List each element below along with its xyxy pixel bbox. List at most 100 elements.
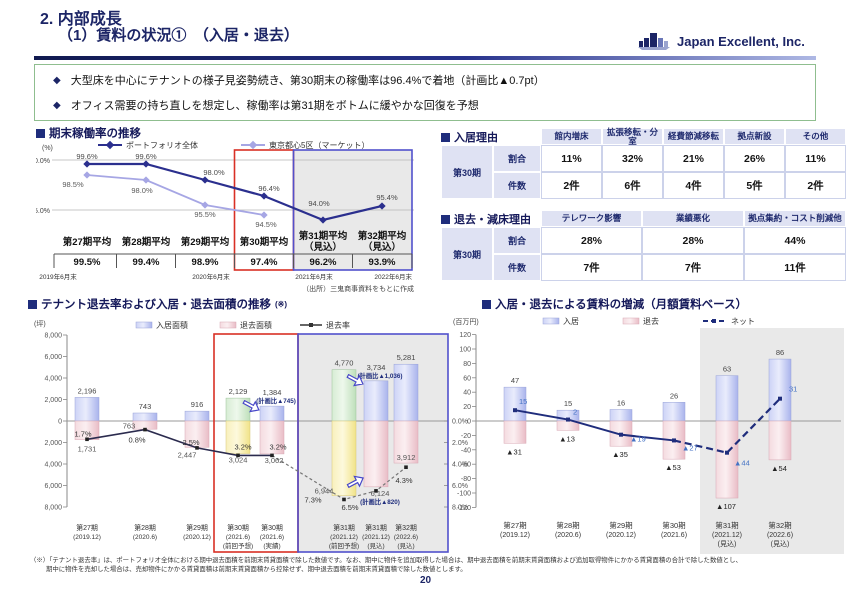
svg-text:(2019.12): (2019.12) <box>73 534 101 541</box>
svg-text:98.0%: 98.0% <box>131 186 153 195</box>
page-title-line2: （1）賃料の状況① （入居・退去） <box>58 27 299 44</box>
svg-text:(見込): (見込) <box>771 539 790 548</box>
svg-text:4,000: 4,000 <box>44 376 62 383</box>
table-value: 32% <box>602 145 663 172</box>
company-logo: Japan Excellent, Inc. <box>636 30 805 52</box>
svg-text:(見込): (見込) <box>367 541 384 550</box>
table-value: 2件 <box>785 172 846 199</box>
svg-text:第30期: 第30期 <box>261 523 283 532</box>
svg-text:60: 60 <box>463 375 471 382</box>
svg-text:743: 743 <box>139 402 152 411</box>
svg-text:6,000: 6,000 <box>44 483 62 490</box>
svg-text:1,731: 1,731 <box>78 445 97 454</box>
occupancy-rate-chart: 100.0% 95.0% (%) ポートフォリオ全体 東京都心5区（マーケット） 99.6… <box>26 138 448 298</box>
svg-text:98.0%: 98.0% <box>203 168 225 177</box>
svg-text:(計画比▲820): (計画比▲820) <box>360 497 400 506</box>
svg-text:4,000: 4,000 <box>44 462 62 469</box>
summary-box: ◆ 大型床を中心にテナントの様子見姿勢続き、第30期末の稼働率は96.4%で着地… <box>34 64 816 121</box>
table-value: 44% <box>744 227 846 254</box>
table-value: 28% <box>642 227 744 254</box>
svg-text:15: 15 <box>519 397 527 406</box>
svg-text:2,447: 2,447 <box>178 450 197 459</box>
svg-text:47: 47 <box>511 376 519 385</box>
svg-text:100: 100 <box>459 347 471 354</box>
svg-text:0.8%: 0.8% <box>128 436 145 445</box>
svg-text:3,062: 3,062 <box>265 456 284 465</box>
svg-text:1.7%: 1.7% <box>74 429 91 438</box>
column-header: テレワーク影響 <box>541 210 642 227</box>
svg-text:3,024: 3,024 <box>229 456 248 465</box>
section-title-rent-change-text: 入居・退去による賃料の増減（月額賃料ベース） <box>495 299 748 311</box>
svg-text:-20: -20 <box>461 433 471 440</box>
table-value: 4件 <box>663 172 724 199</box>
tenant-area-chart: 8,000 6,000 4,000 2,000 0 2,000 4,000 6,000 8,00… <box>28 310 476 556</box>
table-value: 28% <box>541 227 642 254</box>
svg-text:第29期: 第29期 <box>609 520 632 530</box>
svg-text:(2020.6): (2020.6) <box>555 532 581 539</box>
svg-text:93.9%: 93.9% <box>369 257 396 268</box>
svg-text:4.3%: 4.3% <box>395 476 412 485</box>
svg-text:20: 20 <box>463 404 471 411</box>
svg-text:(2021.6): (2021.6) <box>661 532 687 539</box>
svg-text:（見込）: （見込） <box>363 241 401 253</box>
svg-text:0: 0 <box>467 419 471 426</box>
svg-text:(2020.12): (2020.12) <box>606 532 636 539</box>
table-value: 26% <box>724 145 785 172</box>
svg-text:2.5%: 2.5% <box>182 438 199 447</box>
svg-text:6.0%: 6.0% <box>452 483 468 490</box>
rent-change-chart: 120 100 80 60 40 20 0 -20 -40 -60 -80 -100 -120 (百万円)… <box>445 310 849 556</box>
svg-text:2,196: 2,196 <box>78 386 97 395</box>
svg-text:(見込): (見込) <box>718 539 737 548</box>
svg-text:5,281: 5,281 <box>397 353 416 362</box>
table-value: 11% <box>785 145 846 172</box>
svg-text:ネット: ネット <box>731 317 755 326</box>
svg-text:第32期: 第32期 <box>768 520 791 530</box>
column-header: 拠点新設 <box>724 128 785 145</box>
svg-text:第29期: 第29期 <box>186 523 208 532</box>
svg-text:6.5%: 6.5% <box>341 503 358 512</box>
svg-text:(実績): (実績) <box>263 541 280 550</box>
svg-text:▲53: ▲53 <box>665 463 681 472</box>
svg-text:(2021.6): (2021.6) <box>260 534 284 541</box>
svg-text:▲19: ▲19 <box>630 435 646 444</box>
svg-text:(2021.12): (2021.12) <box>362 534 390 541</box>
building-logo-icon <box>638 33 670 50</box>
section-square-icon <box>482 299 491 309</box>
svg-text:第27期: 第27期 <box>76 523 98 532</box>
svg-text:31: 31 <box>789 385 797 394</box>
column-header: 館内増床 <box>541 128 602 145</box>
svg-text:(2022.6): (2022.6) <box>394 534 418 541</box>
svg-text:(前回予想): (前回予想) <box>223 541 253 550</box>
svg-text:3,734: 3,734 <box>367 363 386 372</box>
svg-text:(2021.12): (2021.12) <box>330 534 358 541</box>
svg-text:-60: -60 <box>461 462 471 469</box>
table-value: 21% <box>663 145 724 172</box>
svg-text:80: 80 <box>463 361 471 368</box>
movein-table-title-text: 入居理由 <box>454 132 498 144</box>
svg-text:2,000: 2,000 <box>44 440 62 447</box>
svg-text:▲54: ▲54 <box>771 464 787 473</box>
svg-text:退去率: 退去率 <box>326 320 350 330</box>
svg-text:95.5%: 95.5% <box>194 210 216 219</box>
svg-text:▲13: ▲13 <box>559 434 575 443</box>
company-logo-text: Japan Excellent, Inc. <box>677 33 805 49</box>
svg-text:100.0%: 100.0% <box>36 158 50 165</box>
svg-text:(2020.6): (2020.6) <box>133 534 157 541</box>
svg-text:(計画比▲745): (計画比▲745) <box>256 396 296 405</box>
svg-text:1,384: 1,384 <box>263 388 282 397</box>
svg-text:第30期: 第30期 <box>227 523 249 532</box>
svg-text:3.2%: 3.2% <box>234 442 251 451</box>
svg-text:2: 2 <box>573 408 577 417</box>
svg-text:▲31: ▲31 <box>506 447 522 456</box>
movein-table-title: 入居理由 <box>441 129 498 145</box>
svg-text:6,124: 6,124 <box>371 489 390 498</box>
svg-text:-40: -40 <box>461 447 471 454</box>
summary-bullet-2-text: オフィス需要の持ち直しを想定し、稼働率は第31期をボトムに緩やかな回復を予想 <box>70 100 479 112</box>
svg-text:0.0%: 0.0% <box>452 419 468 426</box>
svg-text:(前回予想): (前回予想) <box>329 541 359 550</box>
svg-text:8,000: 8,000 <box>44 333 62 340</box>
svg-text:（出所）三鬼商事資料をもとに作成: （出所）三鬼商事資料をもとに作成 <box>302 284 414 293</box>
section-title-occupancy: 期末稼働率の推移 <box>36 125 141 141</box>
svg-text:退去: 退去 <box>643 316 659 326</box>
